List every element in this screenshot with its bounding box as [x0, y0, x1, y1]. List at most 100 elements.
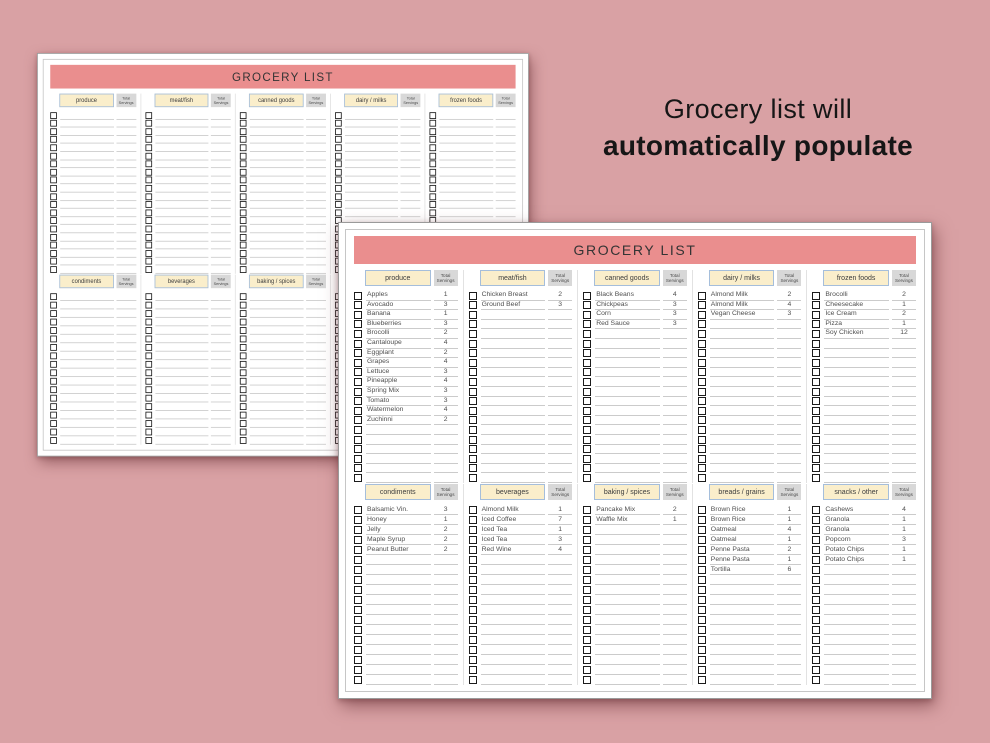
item-servings-cell[interactable]	[116, 191, 137, 193]
item-servings-cell[interactable]	[305, 191, 326, 193]
item-servings-cell[interactable]: 1	[777, 516, 802, 525]
item-checkbox[interactable]	[429, 176, 437, 184]
item-servings-cell[interactable]	[116, 216, 137, 217]
item-servings-cell[interactable]	[433, 624, 458, 625]
item-checkbox[interactable]	[145, 386, 152, 394]
item-name-cell[interactable]	[595, 574, 660, 575]
item-name-cell[interactable]	[480, 462, 546, 464]
item-name-cell[interactable]: Cashews	[824, 506, 889, 515]
item-servings-cell[interactable]	[211, 191, 231, 193]
item-checkbox[interactable]	[812, 301, 821, 310]
item-name-cell[interactable]	[709, 337, 775, 339]
item-checkbox[interactable]	[812, 291, 821, 300]
item-checkbox[interactable]	[240, 176, 247, 184]
item-checkbox[interactable]	[468, 516, 477, 524]
item-servings-cell[interactable]: 2	[777, 546, 802, 555]
item-name-cell[interactable]	[439, 175, 494, 177]
item-servings-cell[interactable]	[891, 574, 916, 575]
item-name-cell[interactable]: Cantaloupe	[366, 339, 431, 349]
item-checkbox[interactable]	[812, 320, 821, 329]
item-checkbox[interactable]	[50, 168, 57, 176]
item-servings-cell[interactable]	[891, 414, 916, 416]
item-servings-cell[interactable]	[548, 318, 573, 320]
item-name-cell[interactable]	[366, 564, 431, 565]
item-checkbox[interactable]	[583, 310, 592, 319]
item-name-cell[interactable]	[480, 624, 546, 625]
item-checkbox[interactable]	[429, 184, 437, 192]
item-name-cell[interactable]	[595, 462, 660, 464]
item-name-cell[interactable]	[249, 199, 304, 201]
item-checkbox[interactable]	[354, 329, 362, 338]
item-name-cell[interactable]	[709, 376, 775, 378]
item-checkbox[interactable]	[583, 454, 592, 463]
item-name-cell[interactable]	[480, 395, 546, 397]
item-servings-cell[interactable]: 2	[433, 526, 458, 535]
item-name-cell[interactable]	[709, 424, 775, 426]
item-servings-cell[interactable]	[777, 654, 802, 655]
item-servings-cell[interactable]	[433, 453, 458, 455]
item-name-cell[interactable]	[824, 664, 889, 665]
item-checkbox[interactable]	[50, 209, 57, 217]
item-servings-cell[interactable]	[305, 159, 326, 161]
item-name-cell[interactable]	[249, 393, 304, 394]
item-servings-cell[interactable]: 1	[891, 546, 916, 555]
item-checkbox[interactable]	[812, 329, 821, 338]
item-servings-cell[interactable]	[211, 435, 231, 437]
item-name-cell[interactable]	[366, 574, 431, 575]
item-checkbox[interactable]	[583, 576, 592, 584]
item-checkbox[interactable]	[240, 369, 247, 377]
item-name-cell[interactable]	[344, 126, 399, 128]
item-servings-cell[interactable]	[116, 308, 137, 310]
item-checkbox[interactable]	[583, 358, 592, 367]
item-checkbox[interactable]	[812, 666, 821, 674]
item-servings-cell[interactable]	[400, 191, 421, 193]
item-name-cell[interactable]	[155, 435, 209, 437]
item-servings-cell[interactable]	[495, 142, 516, 144]
item-name-cell[interactable]	[60, 325, 114, 327]
item-servings-cell[interactable]	[662, 674, 687, 675]
item-checkbox[interactable]	[240, 293, 247, 301]
item-name-cell[interactable]	[709, 664, 775, 665]
item-name-cell[interactable]	[155, 350, 209, 352]
item-name-cell[interactable]	[480, 318, 546, 320]
item-name-cell[interactable]	[824, 614, 889, 615]
item-checkbox[interactable]	[468, 387, 477, 396]
item-servings-cell[interactable]	[495, 126, 516, 128]
item-servings-cell[interactable]	[211, 367, 231, 369]
item-checkbox[interactable]	[354, 566, 362, 574]
item-name-cell[interactable]	[60, 256, 114, 258]
item-name-cell[interactable]	[480, 385, 546, 387]
item-name-cell[interactable]	[709, 414, 775, 416]
item-servings-cell[interactable]	[211, 443, 231, 445]
item-servings-cell[interactable]	[548, 654, 573, 655]
item-servings-cell[interactable]	[891, 584, 916, 585]
item-servings-cell[interactable]: 1	[433, 310, 458, 320]
item-name-cell[interactable]	[709, 604, 775, 605]
item-checkbox[interactable]	[468, 626, 477, 634]
item-servings-cell[interactable]: 1	[891, 516, 916, 525]
item-checkbox[interactable]	[240, 335, 247, 343]
item-checkbox[interactable]	[354, 646, 362, 654]
item-checkbox[interactable]	[812, 473, 821, 482]
item-servings-cell[interactable]	[305, 316, 326, 318]
item-checkbox[interactable]	[697, 676, 706, 684]
item-checkbox[interactable]	[50, 411, 57, 419]
item-name-cell[interactable]	[824, 604, 889, 605]
item-checkbox[interactable]	[145, 193, 152, 200]
item-name-cell[interactable]	[60, 300, 114, 301]
item-checkbox[interactable]	[145, 327, 152, 334]
item-name-cell[interactable]	[439, 159, 494, 161]
item-checkbox[interactable]	[468, 506, 477, 514]
item-name-cell[interactable]	[60, 316, 114, 318]
item-servings-cell[interactable]	[211, 232, 231, 234]
item-name-cell[interactable]	[249, 134, 304, 136]
item-name-cell[interactable]	[60, 410, 114, 411]
item-name-cell[interactable]: Jelly	[366, 526, 431, 535]
item-checkbox[interactable]	[145, 249, 152, 257]
item-name-cell[interactable]	[480, 584, 546, 585]
item-name-cell[interactable]	[155, 376, 209, 378]
item-servings-cell[interactable]: 7	[548, 516, 573, 525]
item-name-cell[interactable]	[480, 614, 546, 615]
item-checkbox[interactable]	[583, 349, 592, 358]
item-servings-cell[interactable]	[116, 142, 137, 144]
